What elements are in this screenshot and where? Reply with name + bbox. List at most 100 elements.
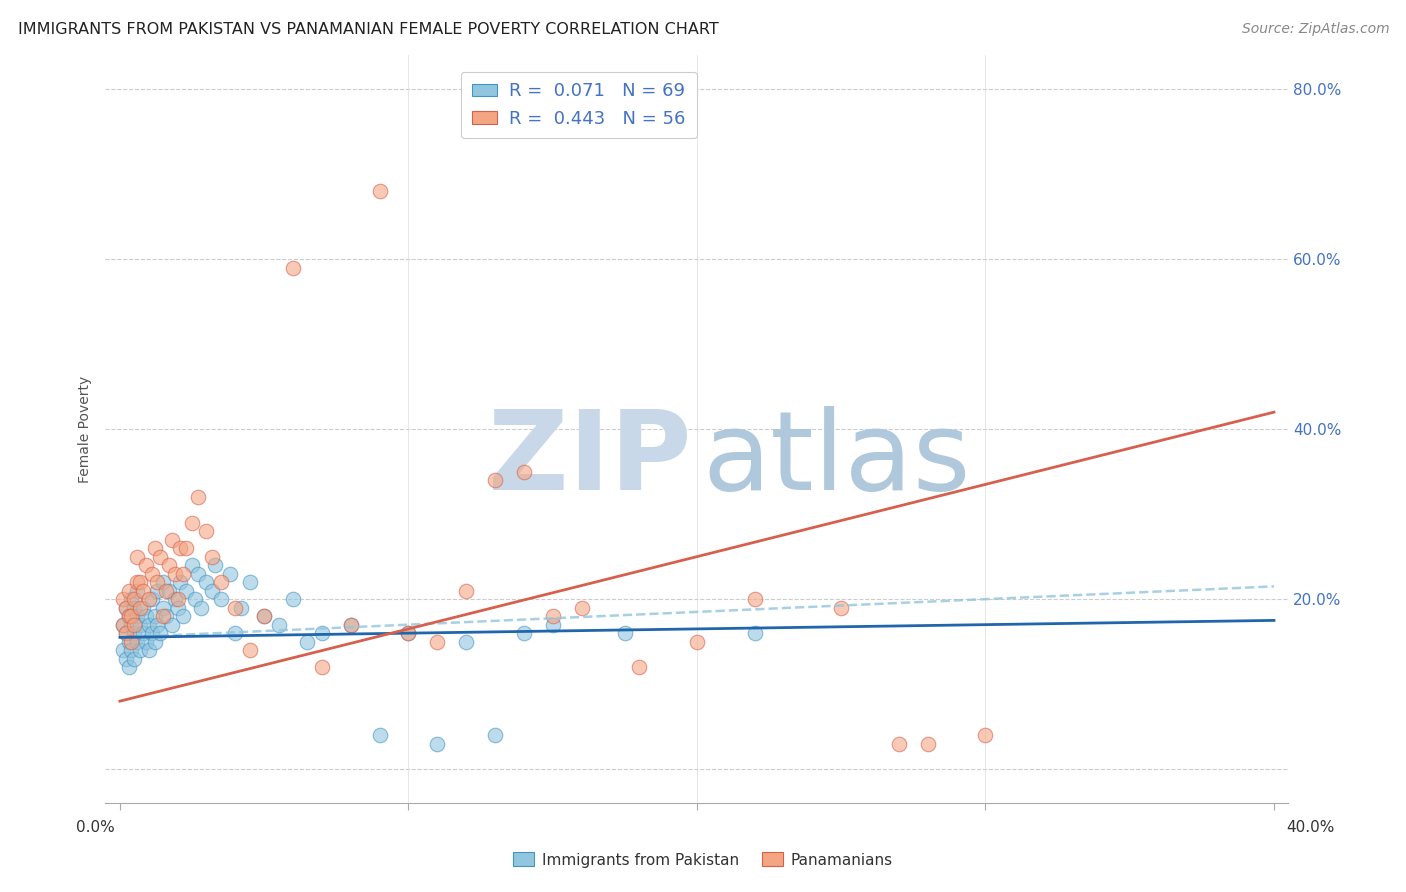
Point bbox=[396, 626, 419, 640]
Point bbox=[127, 634, 149, 648]
Point bbox=[141, 566, 163, 581]
Point bbox=[124, 617, 146, 632]
Point bbox=[127, 575, 149, 590]
Point bbox=[187, 490, 209, 504]
Point bbox=[426, 737, 449, 751]
Point bbox=[135, 609, 157, 624]
Point bbox=[114, 600, 136, 615]
Point bbox=[152, 575, 174, 590]
Point bbox=[744, 626, 766, 640]
Point bbox=[253, 609, 276, 624]
Point bbox=[974, 728, 997, 742]
Point bbox=[111, 643, 134, 657]
Text: Source: ZipAtlas.com: Source: ZipAtlas.com bbox=[1241, 22, 1389, 37]
Point bbox=[132, 626, 155, 640]
Point bbox=[172, 609, 194, 624]
Point bbox=[111, 617, 134, 632]
Point bbox=[143, 541, 166, 556]
Point bbox=[571, 600, 593, 615]
Point bbox=[124, 626, 146, 640]
Point bbox=[143, 609, 166, 624]
Point bbox=[513, 465, 536, 479]
Point bbox=[132, 583, 155, 598]
Point bbox=[117, 583, 139, 598]
Legend: R =  0.071   N = 69, R =  0.443   N = 56: R = 0.071 N = 69, R = 0.443 N = 56 bbox=[461, 71, 696, 138]
Point bbox=[111, 617, 134, 632]
Point bbox=[396, 626, 419, 640]
Point bbox=[224, 626, 246, 640]
Point bbox=[124, 592, 146, 607]
Point bbox=[127, 549, 149, 564]
Point bbox=[157, 558, 180, 573]
Point bbox=[484, 728, 506, 742]
Point bbox=[311, 626, 333, 640]
Point bbox=[174, 583, 197, 598]
Point bbox=[218, 566, 240, 581]
Point bbox=[127, 583, 149, 598]
Point bbox=[169, 541, 191, 556]
Point bbox=[456, 583, 478, 598]
Point bbox=[166, 600, 188, 615]
Point bbox=[190, 600, 212, 615]
Point bbox=[209, 575, 232, 590]
Point bbox=[181, 516, 204, 530]
Point bbox=[184, 592, 207, 607]
Point bbox=[267, 617, 290, 632]
Point bbox=[686, 634, 709, 648]
Point bbox=[281, 260, 304, 275]
Point bbox=[149, 626, 172, 640]
Text: ZIP: ZIP bbox=[488, 406, 690, 513]
Point bbox=[135, 558, 157, 573]
Point bbox=[111, 592, 134, 607]
Point bbox=[117, 609, 139, 624]
Point bbox=[129, 617, 152, 632]
Point bbox=[146, 575, 169, 590]
Point bbox=[253, 609, 276, 624]
Point bbox=[117, 609, 139, 624]
Point bbox=[628, 660, 651, 674]
Point bbox=[129, 575, 152, 590]
Point bbox=[114, 600, 136, 615]
Point bbox=[339, 617, 361, 632]
Point bbox=[117, 634, 139, 648]
Point bbox=[120, 592, 142, 607]
Point bbox=[129, 643, 152, 657]
Point bbox=[181, 558, 204, 573]
Text: atlas: atlas bbox=[703, 406, 972, 513]
Point bbox=[172, 566, 194, 581]
Point bbox=[195, 524, 218, 538]
Point bbox=[887, 737, 910, 751]
Point bbox=[224, 600, 246, 615]
Point bbox=[174, 541, 197, 556]
Point bbox=[155, 583, 177, 598]
Text: IMMIGRANTS FROM PAKISTAN VS PANAMANIAN FEMALE POVERTY CORRELATION CHART: IMMIGRANTS FROM PAKISTAN VS PANAMANIAN F… bbox=[18, 22, 718, 37]
Point bbox=[141, 626, 163, 640]
Point bbox=[239, 575, 262, 590]
Point bbox=[187, 566, 209, 581]
Point bbox=[114, 626, 136, 640]
Point bbox=[541, 609, 564, 624]
Point bbox=[160, 617, 183, 632]
Point bbox=[229, 600, 252, 615]
Point bbox=[146, 617, 169, 632]
Point bbox=[541, 617, 564, 632]
Point bbox=[195, 575, 218, 590]
Y-axis label: Female Poverty: Female Poverty bbox=[79, 376, 93, 483]
Point bbox=[426, 634, 449, 648]
Point bbox=[297, 634, 319, 648]
Point bbox=[135, 634, 157, 648]
Point bbox=[239, 643, 262, 657]
Point bbox=[744, 592, 766, 607]
Point bbox=[143, 634, 166, 648]
Point bbox=[163, 592, 186, 607]
Point bbox=[120, 617, 142, 632]
Legend: Immigrants from Pakistan, Panamanians: Immigrants from Pakistan, Panamanians bbox=[506, 847, 900, 873]
Point bbox=[160, 533, 183, 547]
Point bbox=[157, 583, 180, 598]
Point bbox=[132, 600, 155, 615]
Text: 40.0%: 40.0% bbox=[1286, 821, 1334, 835]
Point bbox=[114, 626, 136, 640]
Point bbox=[513, 626, 536, 640]
Point bbox=[456, 634, 478, 648]
Point bbox=[129, 600, 152, 615]
